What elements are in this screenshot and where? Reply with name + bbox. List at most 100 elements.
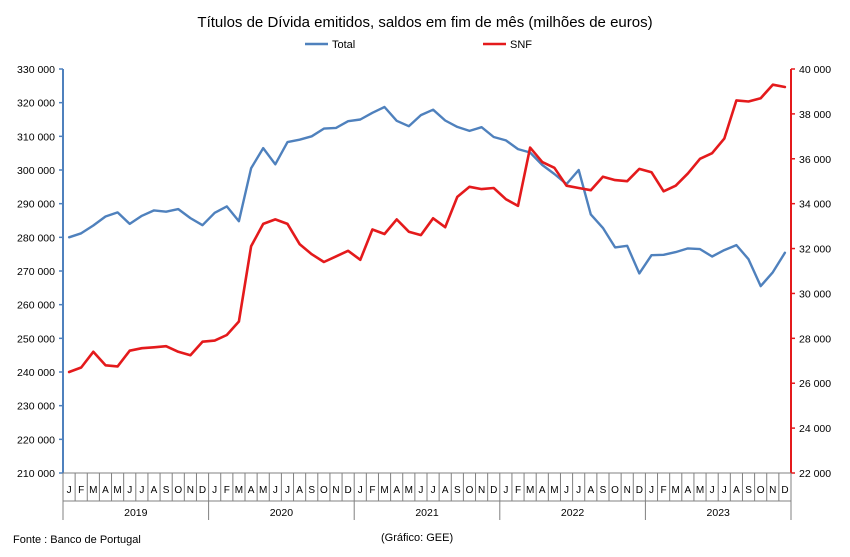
right-tick-label: 40 000 bbox=[799, 64, 831, 76]
right-tick-label: 22 000 bbox=[799, 468, 831, 480]
month-label: A bbox=[685, 485, 692, 496]
month-label: J bbox=[649, 485, 654, 496]
month-label: M bbox=[113, 485, 121, 496]
month-label: O bbox=[757, 485, 765, 496]
month-label: A bbox=[151, 485, 158, 496]
month-label: N bbox=[332, 485, 339, 496]
year-label: 2021 bbox=[415, 507, 439, 519]
month-label: J bbox=[285, 485, 290, 496]
left-tick-label: 230 000 bbox=[17, 401, 55, 413]
year-label: 2022 bbox=[561, 507, 585, 519]
month-label: D bbox=[490, 485, 497, 496]
month-label: D bbox=[199, 485, 206, 496]
credit-note: (Gráfico: GEE) bbox=[381, 532, 454, 544]
left-tick-label: 220 000 bbox=[17, 434, 55, 446]
month-label: A bbox=[296, 485, 303, 496]
month-label: S bbox=[600, 485, 607, 496]
month-label: F bbox=[369, 485, 375, 496]
left-tick-label: 310 000 bbox=[17, 131, 55, 143]
month-label: O bbox=[466, 485, 474, 496]
left-tick-label: 290 000 bbox=[17, 199, 55, 211]
month-label: N bbox=[624, 485, 631, 496]
month-label: M bbox=[89, 485, 97, 496]
right-tick-label: 28 000 bbox=[799, 333, 831, 345]
month-label: J bbox=[127, 485, 132, 496]
month-label: J bbox=[273, 485, 278, 496]
month-label: S bbox=[745, 485, 752, 496]
chart-title: Títulos de Dívida emitidos, saldos em fi… bbox=[197, 14, 652, 31]
right-tick-label: 30 000 bbox=[799, 288, 831, 300]
left-axis: 210 000 220 000 230 000 240 000 250 000 260 0… bbox=[17, 64, 64, 480]
left-tick-label: 320 000 bbox=[17, 98, 55, 110]
month-label: J bbox=[67, 485, 72, 496]
year-label: 2023 bbox=[707, 507, 731, 519]
month-label: D bbox=[781, 485, 788, 496]
month-label: D bbox=[636, 485, 643, 496]
month-label: M bbox=[259, 485, 267, 496]
legend-label-snf: SNF bbox=[510, 39, 532, 51]
left-tick-label: 270 000 bbox=[17, 266, 55, 278]
month-label: J bbox=[139, 485, 144, 496]
month-label: M bbox=[550, 485, 558, 496]
month-label: A bbox=[393, 485, 400, 496]
series-line-snf bbox=[67, 83, 787, 374]
month-label: N bbox=[769, 485, 776, 496]
month-label: J bbox=[358, 485, 363, 496]
month-label: A bbox=[733, 485, 740, 496]
month-label: F bbox=[78, 485, 84, 496]
left-tick-label: 300 000 bbox=[17, 165, 55, 177]
left-tick-label: 280 000 bbox=[17, 232, 55, 244]
month-label: O bbox=[320, 485, 328, 496]
right-tick-label: 38 000 bbox=[799, 109, 831, 121]
left-tick-label: 210 000 bbox=[17, 468, 55, 480]
left-tick-label: 250 000 bbox=[17, 333, 55, 345]
month-label: N bbox=[187, 485, 194, 496]
right-tick-label: 34 000 bbox=[799, 199, 831, 211]
year-label: 2020 bbox=[270, 507, 294, 519]
month-label: J bbox=[564, 485, 569, 496]
month-label: M bbox=[526, 485, 534, 496]
month-label: J bbox=[212, 485, 217, 496]
right-tick-label: 24 000 bbox=[799, 423, 831, 435]
right-axis: 22 000 24 000 26 000 28 000 30 000 32 000 34 0… bbox=[790, 64, 831, 480]
month-label: O bbox=[611, 485, 619, 496]
month-label: A bbox=[442, 485, 449, 496]
month-label: F bbox=[661, 485, 667, 496]
month-label: S bbox=[163, 485, 170, 496]
month-label: J bbox=[418, 485, 423, 496]
month-label: A bbox=[102, 485, 109, 496]
month-label: S bbox=[454, 485, 461, 496]
month-label: O bbox=[174, 485, 182, 496]
month-label: S bbox=[308, 485, 315, 496]
month-label: A bbox=[248, 485, 255, 496]
month-label: M bbox=[380, 485, 388, 496]
left-tick-label: 260 000 bbox=[17, 300, 55, 312]
month-label: J bbox=[576, 485, 581, 496]
month-label: A bbox=[587, 485, 594, 496]
month-label: M bbox=[672, 485, 680, 496]
year-label: 2019 bbox=[124, 507, 148, 519]
left-tick-label: 330 000 bbox=[17, 64, 55, 76]
month-label: F bbox=[515, 485, 521, 496]
month-label: J bbox=[431, 485, 436, 496]
month-label: A bbox=[539, 485, 546, 496]
series-layer bbox=[67, 83, 787, 374]
month-label: N bbox=[478, 485, 485, 496]
month-label: M bbox=[235, 485, 243, 496]
month-label: J bbox=[722, 485, 727, 496]
month-label: F bbox=[224, 485, 230, 496]
right-tick-label: 26 000 bbox=[799, 378, 831, 390]
source-note: Fonte : Banco de Portugal bbox=[13, 534, 141, 546]
series-line-total bbox=[67, 105, 787, 288]
right-tick-label: 36 000 bbox=[799, 154, 831, 166]
month-label: D bbox=[345, 485, 352, 496]
left-tick-label: 240 000 bbox=[17, 367, 55, 379]
legend-label-total: Total bbox=[332, 39, 355, 51]
month-label: J bbox=[503, 485, 508, 496]
month-label: J bbox=[710, 485, 715, 496]
legend: Total SNF bbox=[305, 39, 532, 51]
right-tick-label: 32 000 bbox=[799, 244, 831, 256]
month-label: M bbox=[405, 485, 413, 496]
